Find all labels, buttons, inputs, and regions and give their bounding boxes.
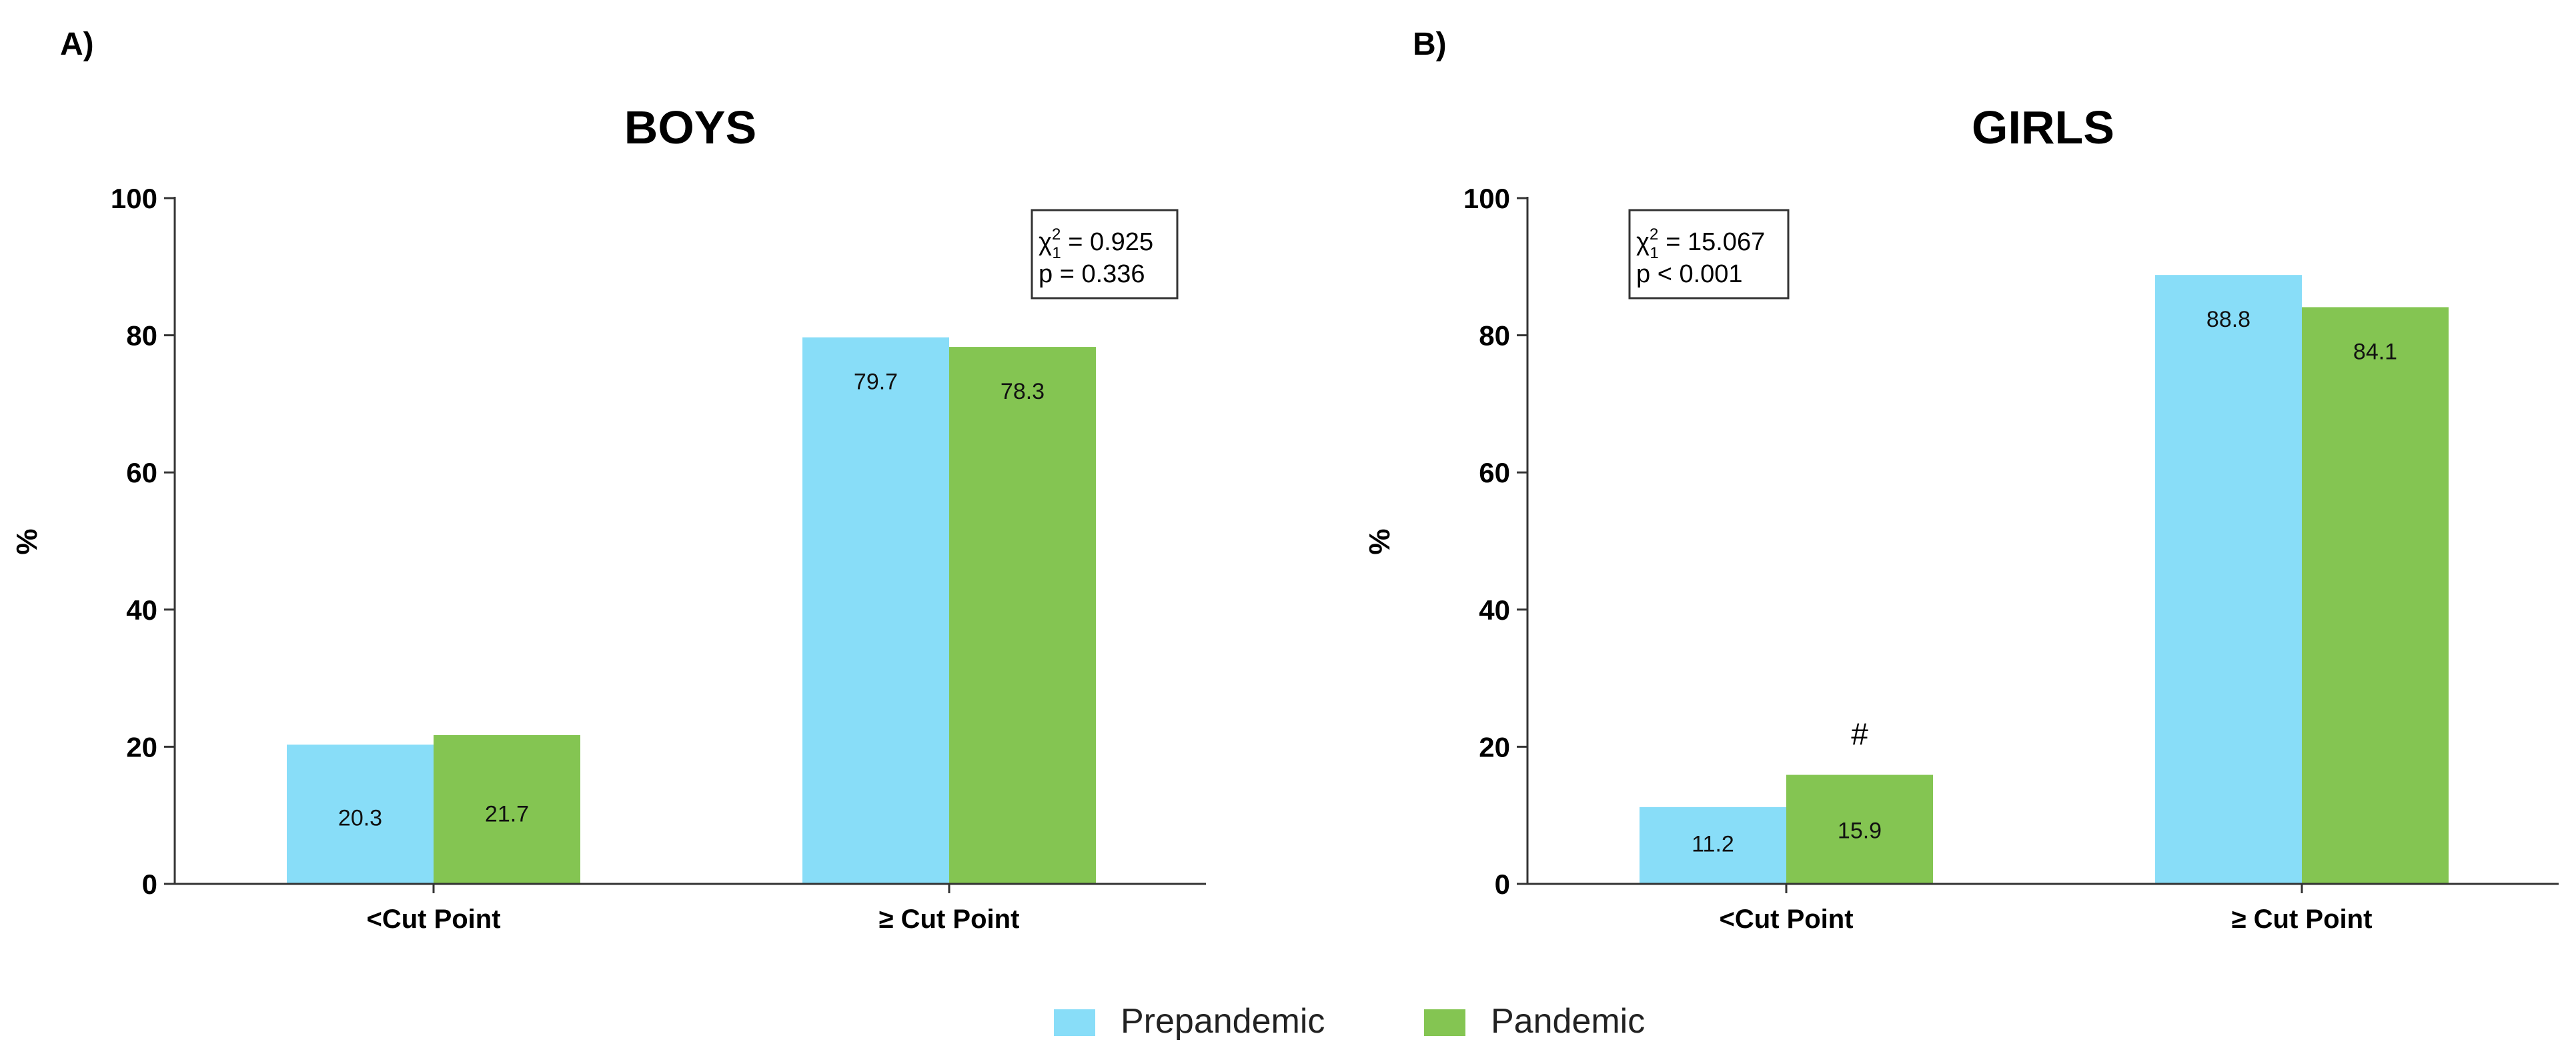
x-tick-label: ≥ Cut Point	[879, 905, 1020, 934]
stats-box	[1031, 209, 1179, 300]
y-tick-label: 0	[1495, 869, 1510, 900]
data-label: 21.7	[485, 801, 529, 827]
data-label: 20.3	[338, 805, 382, 831]
x-tick-label: <Cut Point	[366, 905, 500, 934]
legend-label-prepandemic: Prepandemic	[1121, 1002, 1325, 1041]
y-tick-label: 60	[1479, 457, 1510, 488]
data-label: 84.1	[2353, 339, 2397, 364]
x-tick-label: ≥ Cut Point	[2232, 905, 2373, 934]
data-label: 15.9	[1838, 818, 1882, 843]
legend-swatch-prepandemic	[1054, 1009, 1095, 1036]
chi-square-text: χ2 1 = 15.067	[1636, 225, 1765, 262]
chart-title: BOYS	[624, 101, 756, 153]
bar-prepandemic-1	[802, 337, 949, 885]
legend: Prepandemic Pandemic	[1054, 1002, 1645, 1041]
y-axis-label: %	[11, 528, 43, 554]
panel-boys: A) BOYS% 20.3 79.7 21.7 78.3 0 20 40 60 80 100 <Cut …	[11, 27, 1206, 934]
data-label: 79.7	[854, 370, 898, 395]
y-tick-label: 100	[1463, 183, 1510, 214]
y-tick-label: 0	[142, 869, 157, 900]
panel-label: B)	[1413, 27, 1447, 62]
legend-swatch-pandemic	[1424, 1009, 1465, 1036]
y-tick-label: 80	[1479, 320, 1510, 352]
bar-pandemic-1	[2302, 307, 2449, 884]
chi-square-text: χ2 1 = 0.925	[1039, 225, 1153, 262]
y-tick-label: 40	[126, 594, 157, 626]
significance-marker: #	[1851, 717, 1868, 752]
p-value-text: p < 0.001	[1636, 260, 1743, 288]
p-value-text: p = 0.336	[1039, 260, 1145, 288]
bar-pandemic-0	[1786, 774, 1933, 884]
y-tick-label: 100	[111, 183, 157, 214]
stats-box	[1628, 209, 1790, 300]
data-label: 88.8	[2206, 307, 2250, 332]
bar-pandemic-1	[949, 347, 1096, 884]
panel-label: A)	[60, 27, 94, 62]
panel-girls: B) GIRLS% 11.2 88.8 15.9 84.1 #0 20 40 60 80 100 <Cu…	[1363, 27, 2559, 934]
bar-prepandemic-0	[1640, 807, 1786, 884]
x-tick-label: <Cut Point	[1719, 905, 1853, 934]
y-tick-label: 40	[1479, 594, 1510, 626]
y-tick-label: 60	[126, 457, 157, 488]
legend-label-pandemic: Pandemic	[1491, 1002, 1645, 1041]
y-tick-label: 20	[126, 731, 157, 762]
bar-prepandemic-0	[287, 744, 434, 884]
y-tick-label: 80	[126, 320, 157, 352]
bar-prepandemic-1	[2155, 275, 2302, 884]
y-tick-label: 20	[1479, 731, 1510, 762]
data-label: 11.2	[1692, 832, 1734, 857]
data-label: 78.3	[1001, 379, 1045, 404]
bar-pandemic-0	[434, 734, 580, 884]
y-axis-label: %	[1363, 528, 1396, 554]
chart-title: GIRLS	[1972, 101, 2114, 153]
